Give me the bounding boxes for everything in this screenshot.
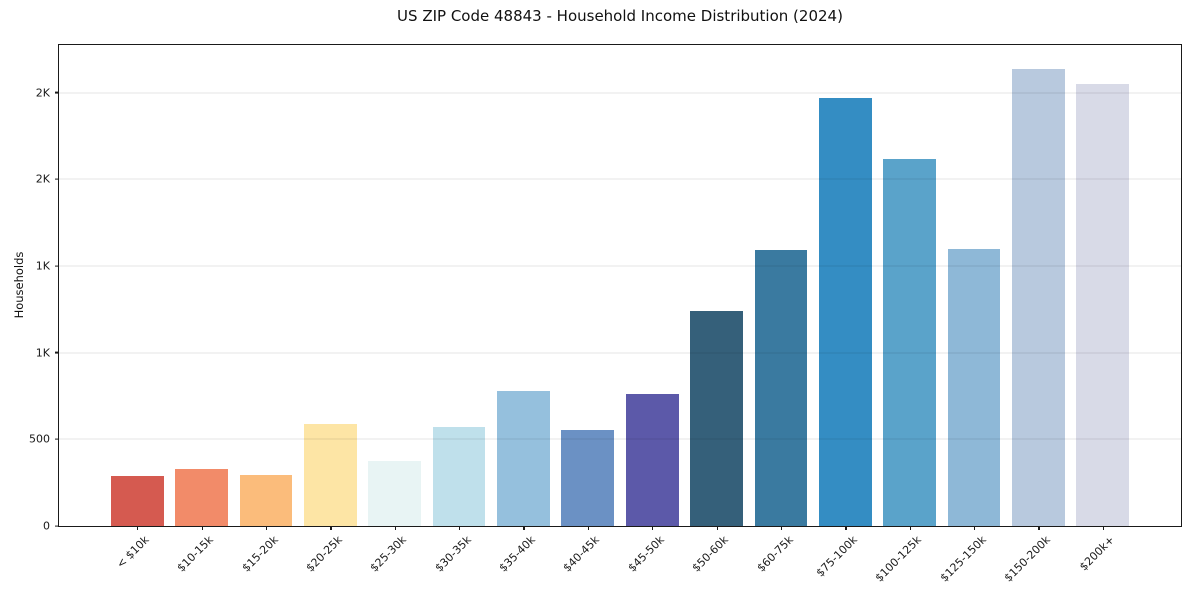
y-tick-mark bbox=[55, 525, 59, 527]
x-tick-label: $125-150k bbox=[937, 533, 989, 585]
x-tick-mark bbox=[652, 526, 654, 530]
x-tick-label: $100-125k bbox=[873, 533, 925, 585]
x-tick-mark bbox=[523, 526, 525, 530]
chart-title: US ZIP Code 48843 - Household Income Dis… bbox=[397, 7, 843, 25]
bar-slot: $60-75k bbox=[749, 45, 813, 575]
y-tick-mark bbox=[55, 265, 59, 267]
x-tick-mark bbox=[716, 526, 718, 530]
bar bbox=[110, 475, 164, 526]
bar-slot: $75-100k bbox=[813, 45, 877, 579]
x-tick-label: $20-25k bbox=[303, 533, 345, 575]
x-tick-label: $150-200k bbox=[1001, 533, 1053, 585]
x-tick-mark bbox=[137, 526, 139, 530]
bar-slot: $45-50k bbox=[620, 45, 684, 575]
bar-slot: $10-15k bbox=[169, 45, 233, 575]
x-tick-label: $25-30k bbox=[367, 533, 410, 575]
bar bbox=[175, 468, 228, 526]
bar bbox=[368, 461, 422, 526]
x-tick-mark bbox=[587, 526, 589, 530]
bar bbox=[818, 97, 872, 526]
bar-slot: $30-35k bbox=[427, 45, 491, 575]
plot-area: < $10k $10-15k $15-20k $20-25k $25-30k $30-35… bbox=[29, 44, 1182, 584]
x-tick-mark bbox=[265, 526, 268, 530]
x-tick-mark bbox=[330, 526, 332, 530]
y-tick-label: 1K bbox=[35, 346, 50, 360]
bar-slot: $200k+ bbox=[1071, 45, 1135, 573]
bar bbox=[690, 311, 743, 526]
bar bbox=[303, 423, 357, 526]
x-tick-label: < $10k bbox=[114, 533, 152, 571]
y-tick-mark bbox=[55, 178, 59, 180]
bar bbox=[1012, 69, 1065, 526]
x-tick-mark bbox=[394, 526, 396, 530]
x-tick-label: $50-60k bbox=[689, 533, 732, 575]
y-tick-mark bbox=[55, 352, 59, 354]
x-tick-mark bbox=[780, 526, 783, 530]
y-tick-mark bbox=[55, 438, 59, 440]
y-tick-label: 2K bbox=[35, 86, 50, 100]
x-tick-mark bbox=[1038, 526, 1040, 530]
x-tick-mark bbox=[201, 526, 203, 530]
y-axis-label: Households bbox=[12, 251, 26, 319]
x-tick-label: $45-50k bbox=[625, 533, 667, 575]
y-tick-mark bbox=[55, 92, 59, 94]
bar bbox=[432, 427, 486, 526]
bar-slot: < $10k bbox=[105, 45, 169, 571]
x-tick-label: $60-75k bbox=[754, 533, 796, 575]
x-tick-label: $200k+ bbox=[1077, 533, 1118, 574]
bar bbox=[497, 390, 550, 526]
bar-slot: $25-30k bbox=[363, 45, 427, 575]
bar bbox=[1076, 84, 1130, 526]
bar-slot: $100-125k bbox=[873, 45, 942, 584]
x-tick-label: $10-15k bbox=[174, 533, 217, 575]
x-tick-mark bbox=[845, 526, 847, 530]
bar-slot: $40-45k bbox=[556, 45, 620, 575]
bar bbox=[239, 474, 293, 526]
x-tick-mark bbox=[909, 526, 911, 530]
bar-slot: $125-150k bbox=[937, 45, 1006, 584]
x-tick-label: $35-40k bbox=[496, 533, 538, 575]
y-tick-label: 1K bbox=[35, 259, 50, 273]
bar bbox=[561, 429, 615, 526]
y-tick-label: 0 bbox=[43, 519, 50, 533]
y-tick-label: 500 bbox=[29, 432, 50, 446]
bar bbox=[625, 394, 679, 526]
x-tick-label: $30-35k bbox=[432, 533, 474, 575]
bar bbox=[883, 158, 937, 526]
bar-slot: $50-60k bbox=[684, 45, 748, 575]
x-tick-mark bbox=[459, 526, 461, 530]
bar bbox=[947, 248, 1001, 526]
x-tick-mark bbox=[974, 526, 976, 530]
bars-row: < $10k $10-15k $15-20k $20-25k $25-30k $30-35… bbox=[59, 45, 1181, 584]
x-tick-mark bbox=[1102, 526, 1104, 530]
bar bbox=[754, 249, 808, 526]
bar-slot: $20-25k bbox=[298, 45, 362, 575]
y-tick-label: 2K bbox=[35, 172, 50, 186]
x-tick-label: $40-45k bbox=[561, 533, 603, 575]
x-tick-label: $75-100k bbox=[813, 533, 860, 580]
bar-slot: $15-20k bbox=[234, 45, 298, 575]
bar-slot: $150-200k bbox=[1002, 45, 1070, 584]
bar-slot: $35-40k bbox=[491, 45, 555, 575]
x-tick-label: $15-20k bbox=[239, 533, 281, 575]
